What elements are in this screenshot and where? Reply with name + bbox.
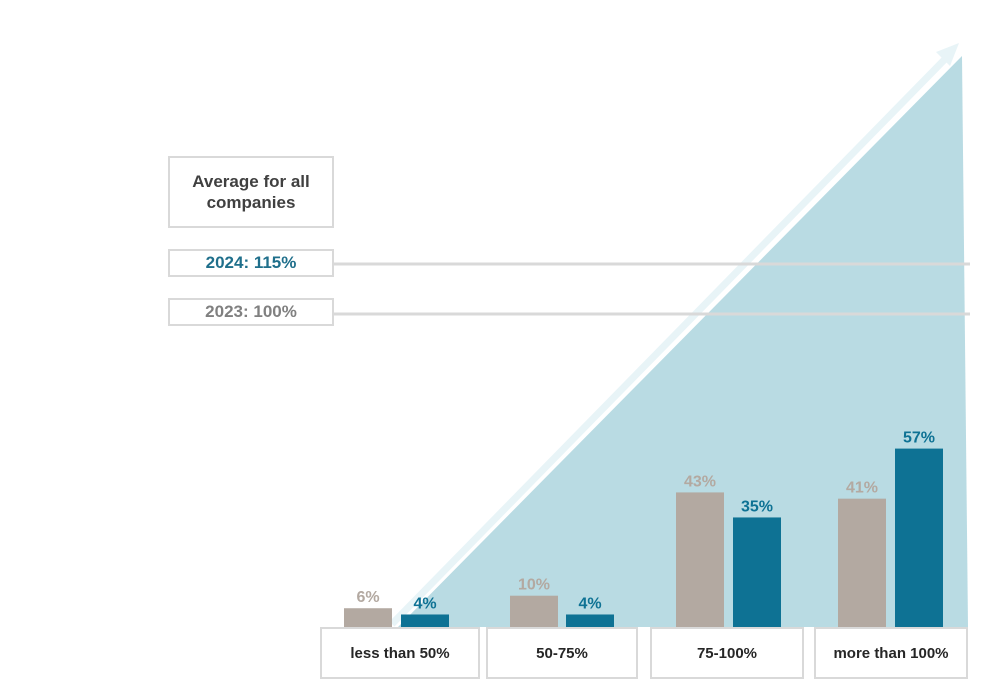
bar-2023-3 — [838, 498, 886, 627]
data-label-2023-0: 6% — [356, 589, 379, 606]
bar-2023-1 — [510, 595, 558, 627]
legend-2024-box: 2024: 115% — [168, 249, 334, 277]
category-label: more than 100% — [833, 644, 949, 662]
data-label-2023-2: 43% — [684, 473, 716, 490]
bar-2024-0 — [401, 614, 449, 627]
bar-2024-1 — [566, 614, 614, 627]
average-title: Average for all companies — [192, 172, 310, 212]
data-label-2024-2: 35% — [741, 498, 773, 515]
bar-2024-3 — [895, 448, 943, 627]
data-label-2024-3: 57% — [903, 430, 935, 447]
legend-2023-box: 2023: 100% — [168, 298, 334, 326]
category-label: 75-100% — [696, 644, 758, 662]
data-label-2023-1: 10% — [518, 577, 550, 594]
category-box-50-75: 50-75% — [486, 627, 638, 679]
legend-2024-label: 2024: 115% — [205, 253, 297, 272]
category-box-75-100: 75-100% — [650, 627, 804, 679]
data-label-2024-1: 4% — [578, 595, 601, 612]
growth-arrow-shaft — [389, 51, 953, 627]
data-label-2023-3: 41% — [846, 480, 878, 497]
category-label: less than 50% — [350, 644, 450, 662]
growth-arrow-head — [936, 43, 959, 66]
category-box-more-than-100: more than 100% — [814, 627, 968, 679]
bar-2023-0 — [344, 608, 392, 627]
average-title-box: Average for all companies — [168, 156, 334, 228]
category-label: 50-75% — [536, 644, 588, 662]
bar-2024-2 — [733, 517, 781, 627]
legend-2023-label: 2023: 100% — [205, 302, 297, 321]
growth-wedge — [398, 56, 968, 627]
data-label-2024-0: 4% — [413, 595, 436, 612]
category-box-less-than-50: less than 50% — [320, 627, 480, 679]
bar-2023-2 — [676, 492, 724, 627]
